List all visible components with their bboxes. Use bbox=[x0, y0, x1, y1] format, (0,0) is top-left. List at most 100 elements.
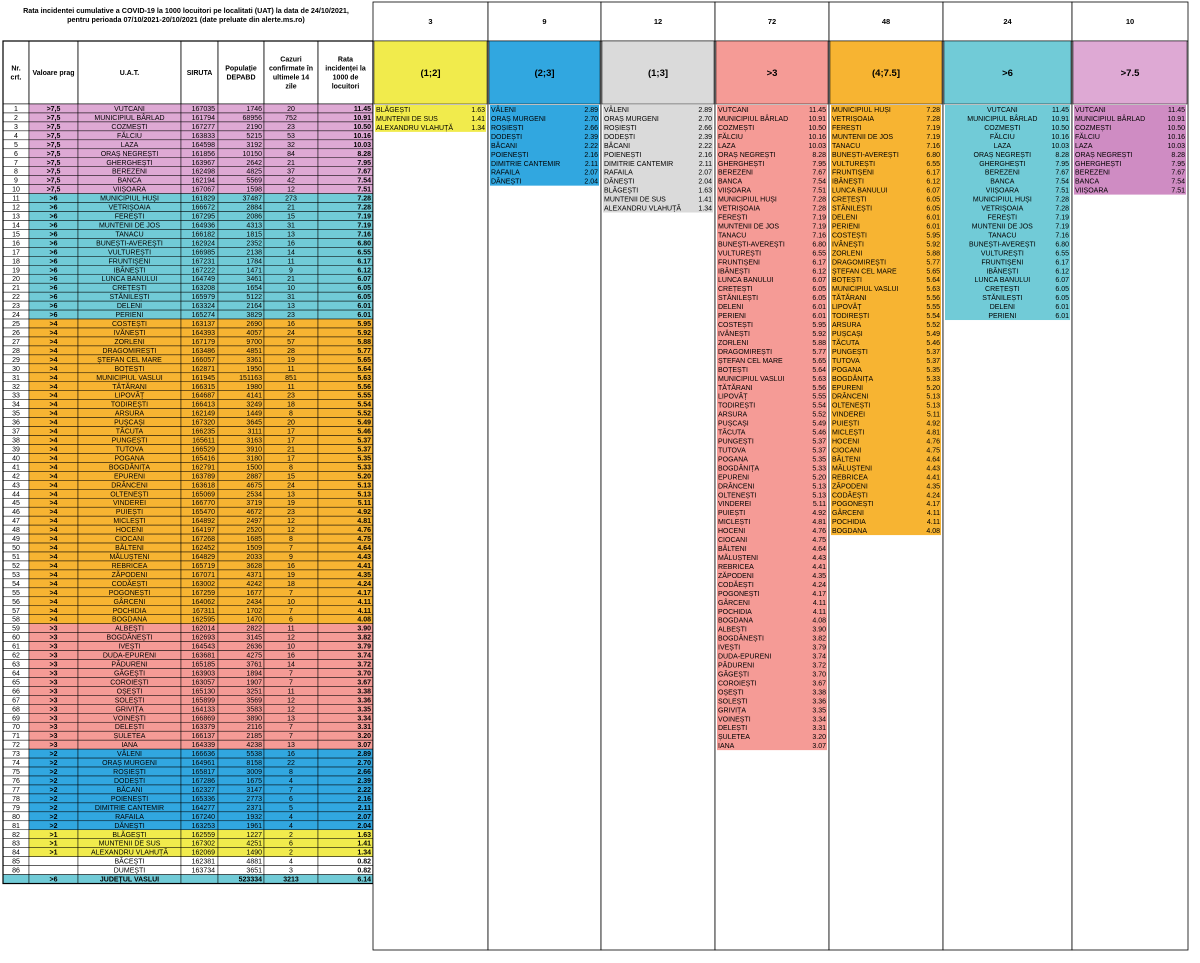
panel-item-value: 2.16 bbox=[698, 152, 712, 159]
cell-prag-text: >4 bbox=[50, 500, 58, 507]
panel-item-value: 6.07 bbox=[1055, 277, 1069, 284]
table-row: 12 >6 VETRIȘOAIA 166672 2884 21 7.28 bbox=[2, 202, 374, 212]
cell-cazuri-text: 17 bbox=[287, 438, 295, 445]
panel-item-value: 6.05 bbox=[926, 206, 940, 213]
panel-item-name: CREȚEȘTI bbox=[985, 286, 1020, 293]
cell-rata-text: 6.55 bbox=[357, 249, 371, 256]
cell-rata-text: 7.16 bbox=[357, 231, 371, 238]
panel-item-name: BOGDĂNEȘTI bbox=[718, 634, 764, 643]
panel-item-name: PUIEȘTI bbox=[832, 421, 859, 428]
panel-item-value: 6.05 bbox=[926, 197, 940, 204]
cell-nr-text: 52 bbox=[12, 563, 20, 570]
cell-prag-text: >2 bbox=[50, 823, 58, 830]
cell-nr-text: 29 bbox=[12, 357, 20, 364]
cell-uat-text: FRUNTIȘENI bbox=[109, 258, 151, 265]
panel-item-value: 1.63 bbox=[471, 107, 485, 114]
table-row: 25 >4 COSTEȘTI 163137 2690 16 5.95 bbox=[2, 318, 374, 329]
table-row: 27 >4 ZORLENI 167179 9700 57 5.88 bbox=[2, 336, 374, 347]
cell-rata-text: 2.66 bbox=[357, 769, 371, 776]
cell-cazuri-text: 16 bbox=[287, 563, 295, 570]
cell-nr-text: 65 bbox=[12, 679, 20, 686]
table-row: 16 >6 BUNEȘTI-AVEREȘTI 162924 2352 16 6.80 bbox=[2, 238, 374, 248]
panel-item-value: 5.54 bbox=[812, 403, 826, 410]
cell-uat-text: HOCENI bbox=[116, 527, 143, 534]
panel-item-name: GÂRCENI bbox=[832, 508, 864, 517]
cell-pop-text: 2690 bbox=[246, 321, 262, 328]
cell-rata-text: 4.11 bbox=[358, 599, 371, 606]
panel-item-value: 3.74 bbox=[812, 654, 826, 661]
panel-item-value: 4.64 bbox=[926, 456, 940, 463]
cell-prag-text: >4 bbox=[50, 608, 58, 615]
cell-nr-text: 16 bbox=[12, 240, 20, 247]
panel-item-value: 4.11 bbox=[927, 519, 940, 526]
cell-pop-text: 1490 bbox=[246, 850, 262, 857]
header-label: U.A.T. bbox=[120, 70, 140, 77]
cell-prag-text: >7,5 bbox=[47, 187, 61, 194]
cell-pop-text: 4851 bbox=[246, 348, 262, 355]
cell-siruta-text: 165185 bbox=[192, 662, 215, 669]
table-row: 8 >7,5 BEREZENI 162498 4825 37 7.67 bbox=[2, 166, 374, 176]
cell-rata-text: 4.76 bbox=[357, 527, 371, 534]
panel-item-name: REBRICEA bbox=[832, 474, 868, 481]
panel-item-name: PUȘCAȘI bbox=[832, 331, 863, 338]
panel-list-item: HOCENI 4.76 bbox=[718, 528, 826, 535]
panel-item-value: 6.01 bbox=[812, 304, 826, 311]
panel-range-label: (4;7.5] bbox=[872, 68, 900, 79]
panel-item-name: DRÂNCENI bbox=[832, 392, 869, 401]
cell-pop-text: 68956 bbox=[243, 115, 263, 122]
cell-uat-text: COROIEȘTI bbox=[110, 679, 149, 686]
panel-item-name: TĂCUTA bbox=[718, 428, 746, 437]
cell-nr-text: 27 bbox=[12, 339, 20, 346]
panel-item-value: 5.63 bbox=[812, 376, 826, 383]
panel-item-name: MICLEȘTI bbox=[718, 519, 750, 526]
panel-item-name: PUNGEȘTI bbox=[832, 349, 868, 356]
cell-rata-text: 3.38 bbox=[357, 688, 371, 695]
table-row: 6 >7,5 ORAȘ NEGREȘTI 161856 10150 84 8.28 bbox=[2, 148, 374, 159]
cell-cazuri-text: 23 bbox=[287, 393, 295, 400]
cell-prag-text: >4 bbox=[50, 357, 58, 364]
panel-item-value: 5.33 bbox=[926, 376, 940, 383]
panel-item-name: LAZA bbox=[718, 143, 736, 150]
panel-list-item: MUNICIPIUL BÂRLAD 10.91 bbox=[967, 114, 1069, 123]
cell-cazuri-text: 11 bbox=[287, 258, 294, 265]
table-row: 21 >6 CREȚEȘTI 163208 1654 10 6.05 bbox=[2, 282, 374, 293]
panel-item-name: BĂLTENI bbox=[832, 454, 861, 463]
cell-prag-text: >4 bbox=[50, 402, 58, 409]
panel-list-item: RAFAILA 2.07 bbox=[491, 170, 598, 177]
panel-item-value: 7.19 bbox=[812, 223, 826, 230]
table-row: 35 >4 ARSURA 162149 1449 8 5.52 bbox=[2, 408, 374, 418]
table-row: 55 >4 POGONEȘTI 167259 1677 7 4.17 bbox=[2, 587, 374, 598]
panel-item-value: 6.01 bbox=[926, 223, 940, 230]
cell-nr-text: 60 bbox=[12, 635, 20, 642]
table-row: 82 >1 BLĂGEȘTI 162559 1227 2 1.63 bbox=[2, 829, 374, 839]
cell-rata-text: 11.45 bbox=[354, 106, 371, 113]
panel-item-value: 3.31 bbox=[812, 725, 826, 732]
table-row: 41 >4 BOGDĂNIȚA 162791 1500 8 5.33 bbox=[2, 462, 374, 472]
panel-item-value: 5.56 bbox=[812, 385, 826, 392]
table-row: 75 >2 ROȘIEȘTI 165817 3009 8 2.66 bbox=[2, 766, 374, 777]
cell-rata-text: 5.20 bbox=[357, 473, 371, 480]
panel-list-item: CREȚEȘTI 6.05 bbox=[832, 197, 940, 204]
cell-siruta-text: 166869 bbox=[192, 715, 215, 722]
panel-item-value: 7.51 bbox=[1055, 188, 1069, 195]
panel-list-item: ZORLENI 5.88 bbox=[718, 340, 826, 347]
panel-item-name: FRUNTIȘENI bbox=[832, 170, 874, 177]
cell-pop-text: 37487 bbox=[243, 196, 263, 203]
panel-item-value: 1.41 bbox=[471, 116, 485, 123]
cell-pop-text: 1746 bbox=[246, 106, 262, 113]
cell-prag-text: >3 bbox=[50, 697, 58, 704]
cell-prag-text: >6 bbox=[50, 240, 58, 247]
cell-rata-text: 6.14 bbox=[357, 877, 371, 884]
cell-prag-text: >7,5 bbox=[47, 133, 61, 140]
table-row: 86 DUMEȘTI 163734 3651 3 0.82 bbox=[2, 865, 374, 875]
cell-pop-text: 1471 bbox=[246, 267, 262, 274]
cell-uat-text: DUDA-EPURENI bbox=[103, 653, 156, 660]
table-row: 47 >4 MICLEȘTI 164892 2497 12 4.81 bbox=[2, 515, 374, 526]
panel-column bbox=[372, 1, 489, 951]
panel-item-name: DRAGOMIREȘTI bbox=[718, 349, 772, 356]
panel-item-value: 4.92 bbox=[926, 421, 940, 428]
cell-pop-text: 1509 bbox=[246, 545, 262, 552]
panel-item-name: MUNICIPIUL HUȘI bbox=[718, 197, 777, 204]
panel-count: 24 bbox=[1003, 17, 1012, 26]
panel-list-item: BOȚEȘTI 5.64 bbox=[832, 277, 940, 284]
